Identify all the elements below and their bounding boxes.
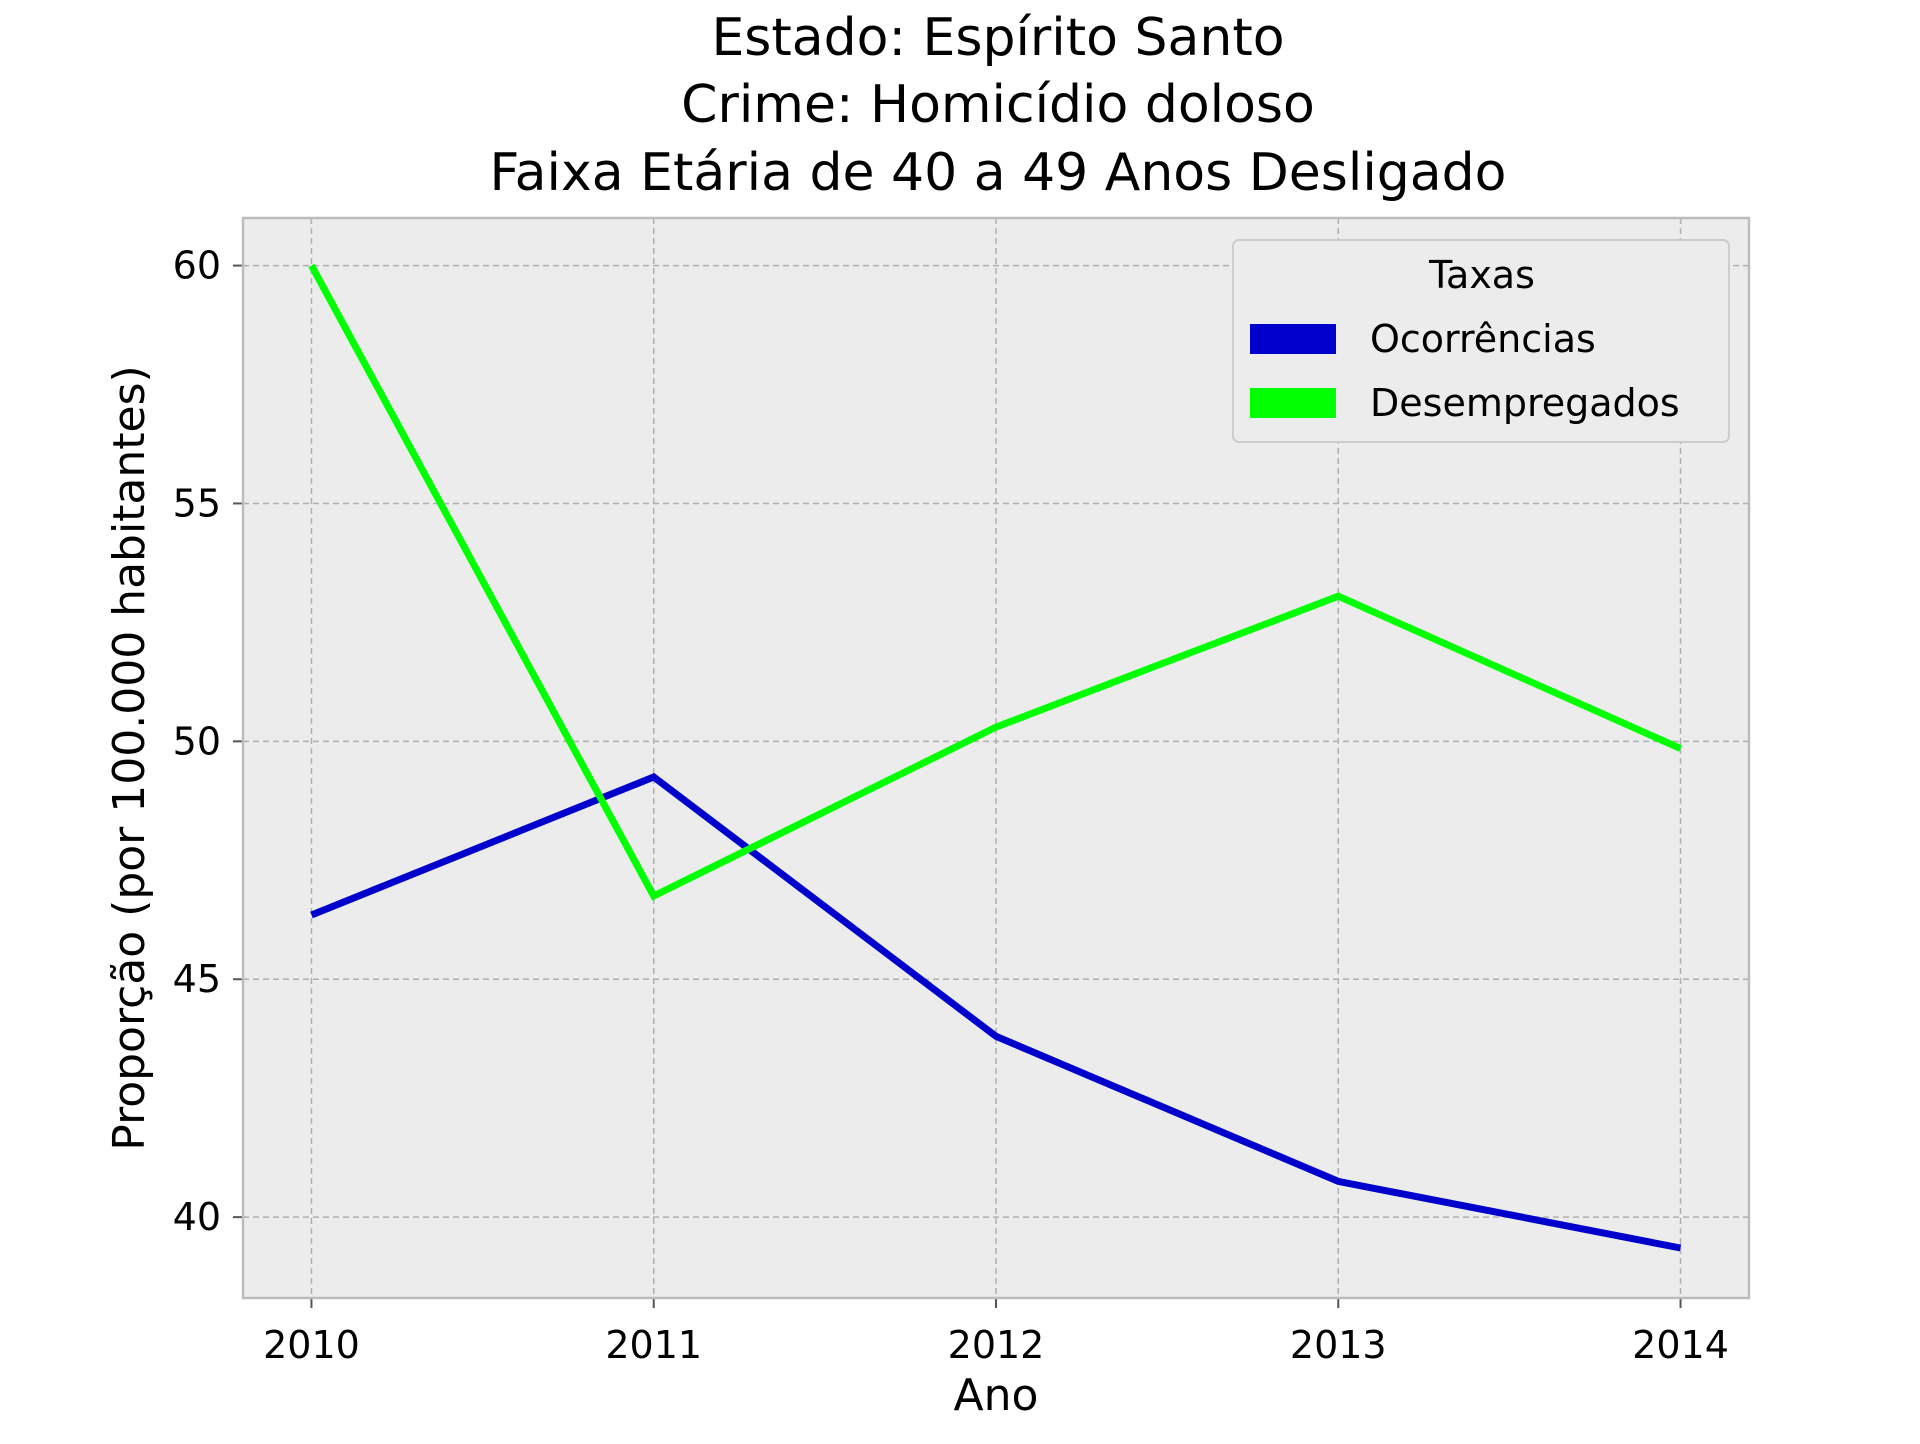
y-axis-label: Proporção (por 100.000 habitantes): [104, 365, 155, 1150]
y-tick-label: 60: [173, 244, 221, 288]
y-tick-label: 40: [173, 1195, 221, 1239]
legend: Taxas Ocorrências Desempregados: [1232, 239, 1730, 443]
plot-frame: [241, 216, 1751, 1300]
x-tick-label: 2011: [605, 1323, 702, 1367]
legend-swatch-desempregados: [1250, 388, 1336, 418]
chart-title-line-2: Crime: Homicídio doloso: [681, 75, 1315, 135]
series-line-desempregados: [308, 263, 1682, 901]
legend-swatch-ocorrencias: [1250, 324, 1336, 354]
legend-title: Taxas: [1428, 253, 1535, 297]
y-axis-ticks: 40 45 50 55 60: [173, 244, 243, 1239]
y-tick-label: 45: [173, 957, 221, 1001]
x-tick-label: 2014: [1632, 1323, 1729, 1367]
x-tick-label: 2012: [948, 1323, 1045, 1367]
x-tick-label: 2013: [1290, 1323, 1387, 1367]
legend-label-desempregados: Desempregados: [1370, 381, 1680, 425]
x-tick-label: 2010: [263, 1323, 360, 1367]
legend-label-ocorrencias: Ocorrências: [1370, 317, 1596, 361]
chart-title-line-3: Faixa Etária de 40 a 49 Anos Desligado: [490, 143, 1507, 203]
legend-box: [1232, 239, 1730, 443]
series-lines: [308, 263, 1682, 1252]
x-axis-label: Ano: [954, 1370, 1039, 1421]
y-tick-label: 50: [173, 719, 221, 763]
chart-title-line-1: Estado: Espírito Santo: [711, 8, 1284, 68]
y-tick-label: 55: [173, 481, 221, 525]
x-axis-ticks: 2010 2011 2012 2013 2014: [263, 1298, 1729, 1367]
series-line-ocorrencias: [310, 773, 1682, 1252]
